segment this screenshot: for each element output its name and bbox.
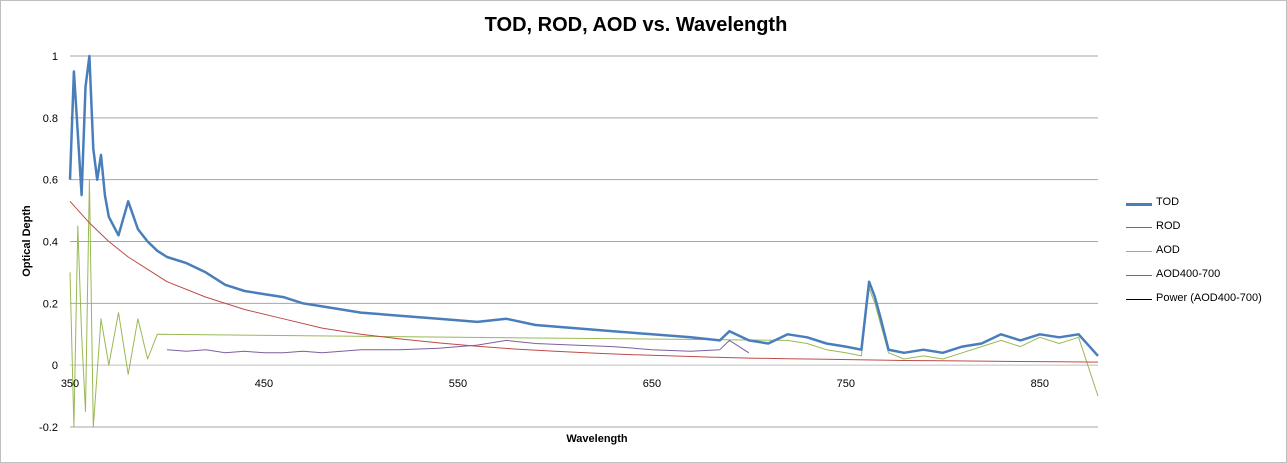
- legend-item: ROD: [1126, 220, 1286, 244]
- x-tick-label: 650: [643, 378, 661, 390]
- y-tick-label: -0.2: [39, 422, 58, 434]
- legend-swatch: [1126, 275, 1152, 276]
- x-tick-label: 550: [449, 378, 467, 390]
- series-line-rod: [69, 200, 1099, 363]
- y-tick-label: 1: [52, 51, 58, 63]
- series-line-aod: [69, 179, 1099, 428]
- legend-swatch: [1126, 251, 1152, 252]
- legend-label: TOD: [1156, 196, 1180, 208]
- legend-swatch: [1126, 299, 1152, 300]
- y-tick-label: 0.6: [43, 175, 58, 187]
- x-tick-label: 350: [61, 378, 79, 390]
- x-tick-label: 850: [1031, 378, 1049, 390]
- legend-label: AOD400-700: [1156, 268, 1221, 280]
- legend-label: AOD: [1156, 244, 1180, 256]
- y-tick-label: 0.8: [43, 113, 58, 125]
- legend-item: AOD400-700: [1126, 268, 1286, 292]
- y-tick-label: 0.4: [43, 237, 58, 249]
- legend-label: ROD: [1156, 220, 1181, 232]
- chart-title: TOD, ROD, AOD vs. Wavelength: [484, 14, 788, 36]
- y-tick-label: 0.2: [43, 298, 58, 310]
- legend-label: Power (AOD400-700): [1156, 292, 1262, 304]
- legend-swatch: [1126, 203, 1152, 206]
- y-tick-label: 0: [52, 360, 58, 372]
- series-line-aod400-700: [166, 339, 750, 354]
- x-axis-title: Wavelength: [566, 433, 628, 445]
- legend-swatch: [1126, 227, 1152, 228]
- y-tick-labels: -0.2 0 0.2 0.4 0.6 0.8 1: [39, 51, 58, 434]
- series-line-tod: [68, 54, 1099, 357]
- x-tick-labels: 350 450 550 650 750 850: [61, 378, 1049, 390]
- series-lines: [68, 54, 1099, 428]
- legend-item: TOD: [1126, 196, 1286, 220]
- legend-item: Power (AOD400-700): [1126, 292, 1286, 316]
- legend-item: AOD: [1126, 244, 1286, 268]
- gridlines: [70, 55, 1098, 428]
- x-tick-label: 750: [837, 378, 855, 390]
- x-tick-label: 450: [255, 378, 273, 390]
- y-axis-title: Optical Depth: [21, 205, 33, 277]
- legend: TOD ROD AOD AOD400-700 Power (AOD400-700): [1126, 196, 1286, 316]
